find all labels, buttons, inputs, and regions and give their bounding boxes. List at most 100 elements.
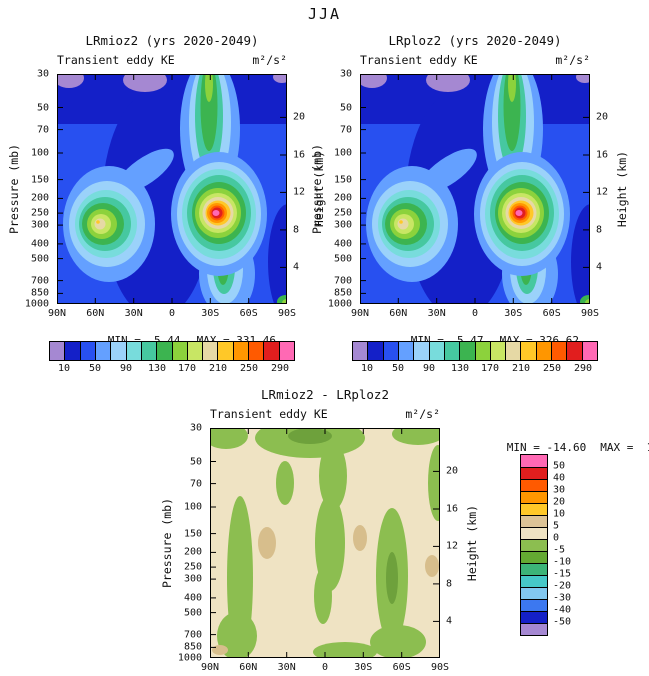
colorbar-box [489, 342, 506, 360]
height-tick-labels: 20 16 12 8 4 [443, 428, 473, 658]
colorbar-tick-label: 250 [542, 363, 562, 374]
pressure-tick-labels: 30 50 70 100 150 200 250 300 400 500 700… [305, 69, 355, 310]
pressure-tick-label: 300 [30, 219, 49, 231]
panel-lrploz2: LRploz2 (yrs 2020-2049) Transient eddy K… [305, 28, 629, 380]
height-tick-label: 16 [446, 503, 459, 515]
pressure-tick-labels: 30 50 70 100 150 200 250 300 400 500 700… [155, 423, 205, 664]
colorbar-box [566, 342, 582, 360]
plot-area-lrploz2 [360, 74, 590, 304]
latitude-tick-label: 30S [201, 308, 220, 319]
latitude-tick-labels: 90N 60N 30N 0 30S 60S 90S [351, 308, 599, 322]
height-tick-labels: 20 16 12 8 4 [290, 74, 320, 304]
colorbar-box [263, 342, 279, 360]
panel-lrmioz2: LRmioz2 (yrs 2020-2049) Transient eddy K… [2, 28, 326, 380]
pressure-tick-labels: 30 50 70 100 150 200 250 300 400 500 700… [2, 69, 52, 310]
colorbar-box [278, 342, 294, 360]
colorbar-tick-label: -40 [553, 604, 572, 616]
colorbar-tick-label: 50 [553, 460, 566, 472]
panel-subtitle-row: Transient eddy KE m²/s² [360, 53, 590, 67]
height-tick-label: 16 [293, 149, 306, 161]
colorbar-labels: 10 50 90 130 170 210 250 290 [352, 363, 598, 376]
colorbar-tick-label: 30 [553, 484, 566, 496]
latitude-tick-labels: 90N 60N 30N 0 30S 60S 90S [201, 662, 449, 676]
colorbar-box [382, 342, 398, 360]
pressure-tick-label: 700 [183, 629, 202, 641]
pressure-tick-label: 50 [189, 456, 202, 467]
colorbar-tick-label: 210 [208, 363, 228, 374]
pressure-tick-label: 700 [333, 275, 352, 287]
colorbar-box [520, 342, 536, 360]
contour-field-lrmioz2 [57, 74, 287, 304]
colorbar-box [202, 342, 218, 360]
pressure-tick-label: 400 [183, 592, 202, 604]
latitude-tick-label: 90S [277, 308, 297, 319]
colorbar-tick-label: 130 [450, 363, 470, 374]
colorbar-box [232, 342, 249, 360]
colorbar-box [140, 342, 157, 360]
colorbar-box [50, 342, 65, 360]
pressure-tick-label: 150 [333, 174, 352, 186]
colorbar-tick-label: 20 [553, 496, 566, 508]
latitude-tick-label: 60S [392, 662, 411, 673]
pressure-tick-label: 250 [333, 207, 352, 219]
units-label: m²/s² [252, 53, 287, 67]
variable-label: Transient eddy KE [360, 53, 478, 67]
pressure-tick-label: 70 [339, 124, 352, 136]
latitude-tick-label: 90S [430, 662, 450, 673]
colorbar-tick-label: 10 [553, 508, 566, 520]
colorbar-tick-label: 250 [239, 363, 259, 374]
colorbar-box [521, 587, 547, 599]
pressure-tick-label: 30 [36, 68, 49, 80]
colorbar-box [186, 342, 203, 360]
contour-field-lrploz2 [360, 74, 590, 304]
latitude-tick-label: 30N [427, 308, 446, 319]
colorbar-boxes [352, 341, 598, 361]
height-tick-label: 16 [596, 149, 609, 161]
colorbar-box [521, 479, 547, 491]
colorbar-tick-label: 5 [553, 520, 560, 532]
pressure-tick-label: 50 [36, 102, 49, 113]
colorbar-box [521, 515, 547, 527]
colorbar-tick-label: -5 [553, 544, 566, 556]
pressure-tick-label: 150 [30, 174, 49, 186]
height-tick-label: 12 [596, 186, 609, 198]
latitude-tick-label: 90N [47, 308, 67, 319]
pressure-tick-label: 150 [183, 528, 202, 540]
colorbar-tick-label: -20 [553, 580, 572, 592]
pressure-tick-label: 500 [30, 253, 49, 265]
latitude-tick-label: 0 [168, 308, 176, 319]
panel-difference: LRmioz2 - LRploz2 Transient eddy KE m²/s… [155, 382, 649, 676]
colorbar-tick-label: 40 [553, 472, 566, 484]
colorbar-box [521, 455, 547, 467]
pressure-tick-label: 850 [333, 287, 352, 299]
colorbar-boxes [520, 454, 548, 636]
latitude-tick-label: 30N [277, 662, 296, 673]
colorbar-box [413, 342, 429, 360]
pressure-tick-label: 200 [30, 192, 49, 204]
panel-subtitle-row: Transient eddy KE m²/s² [57, 53, 287, 67]
colorbar-box [535, 342, 552, 360]
colorbar-tick-label: -15 [553, 568, 572, 580]
colorbar-box [171, 342, 187, 360]
colorbar-tick-label: 170 [480, 363, 500, 374]
season-title: JJA [307, 5, 342, 23]
colorbar-tick-label: 0 [553, 532, 560, 544]
colorbar-box [521, 611, 547, 623]
colorbar-box [353, 342, 368, 360]
height-tick-label: 8 [293, 224, 300, 236]
colorbar-box [521, 551, 547, 563]
latitude-tick-label: 90S [580, 308, 600, 319]
pressure-tick-label: 500 [183, 607, 202, 619]
units-label: m²/s² [555, 53, 590, 67]
colorbar-tick-label: 290 [270, 363, 290, 374]
height-tick-label: 12 [293, 186, 306, 198]
latitude-tick-label: 0 [321, 662, 329, 673]
colorbar-box [156, 342, 172, 360]
colorbar-box [521, 623, 547, 635]
colorbar-tick-label: 90 [119, 363, 133, 374]
colorbar-box [521, 491, 547, 503]
colorbar-box [64, 342, 80, 360]
contour-field-difference [210, 428, 440, 658]
height-tick-label: 20 [596, 111, 609, 123]
